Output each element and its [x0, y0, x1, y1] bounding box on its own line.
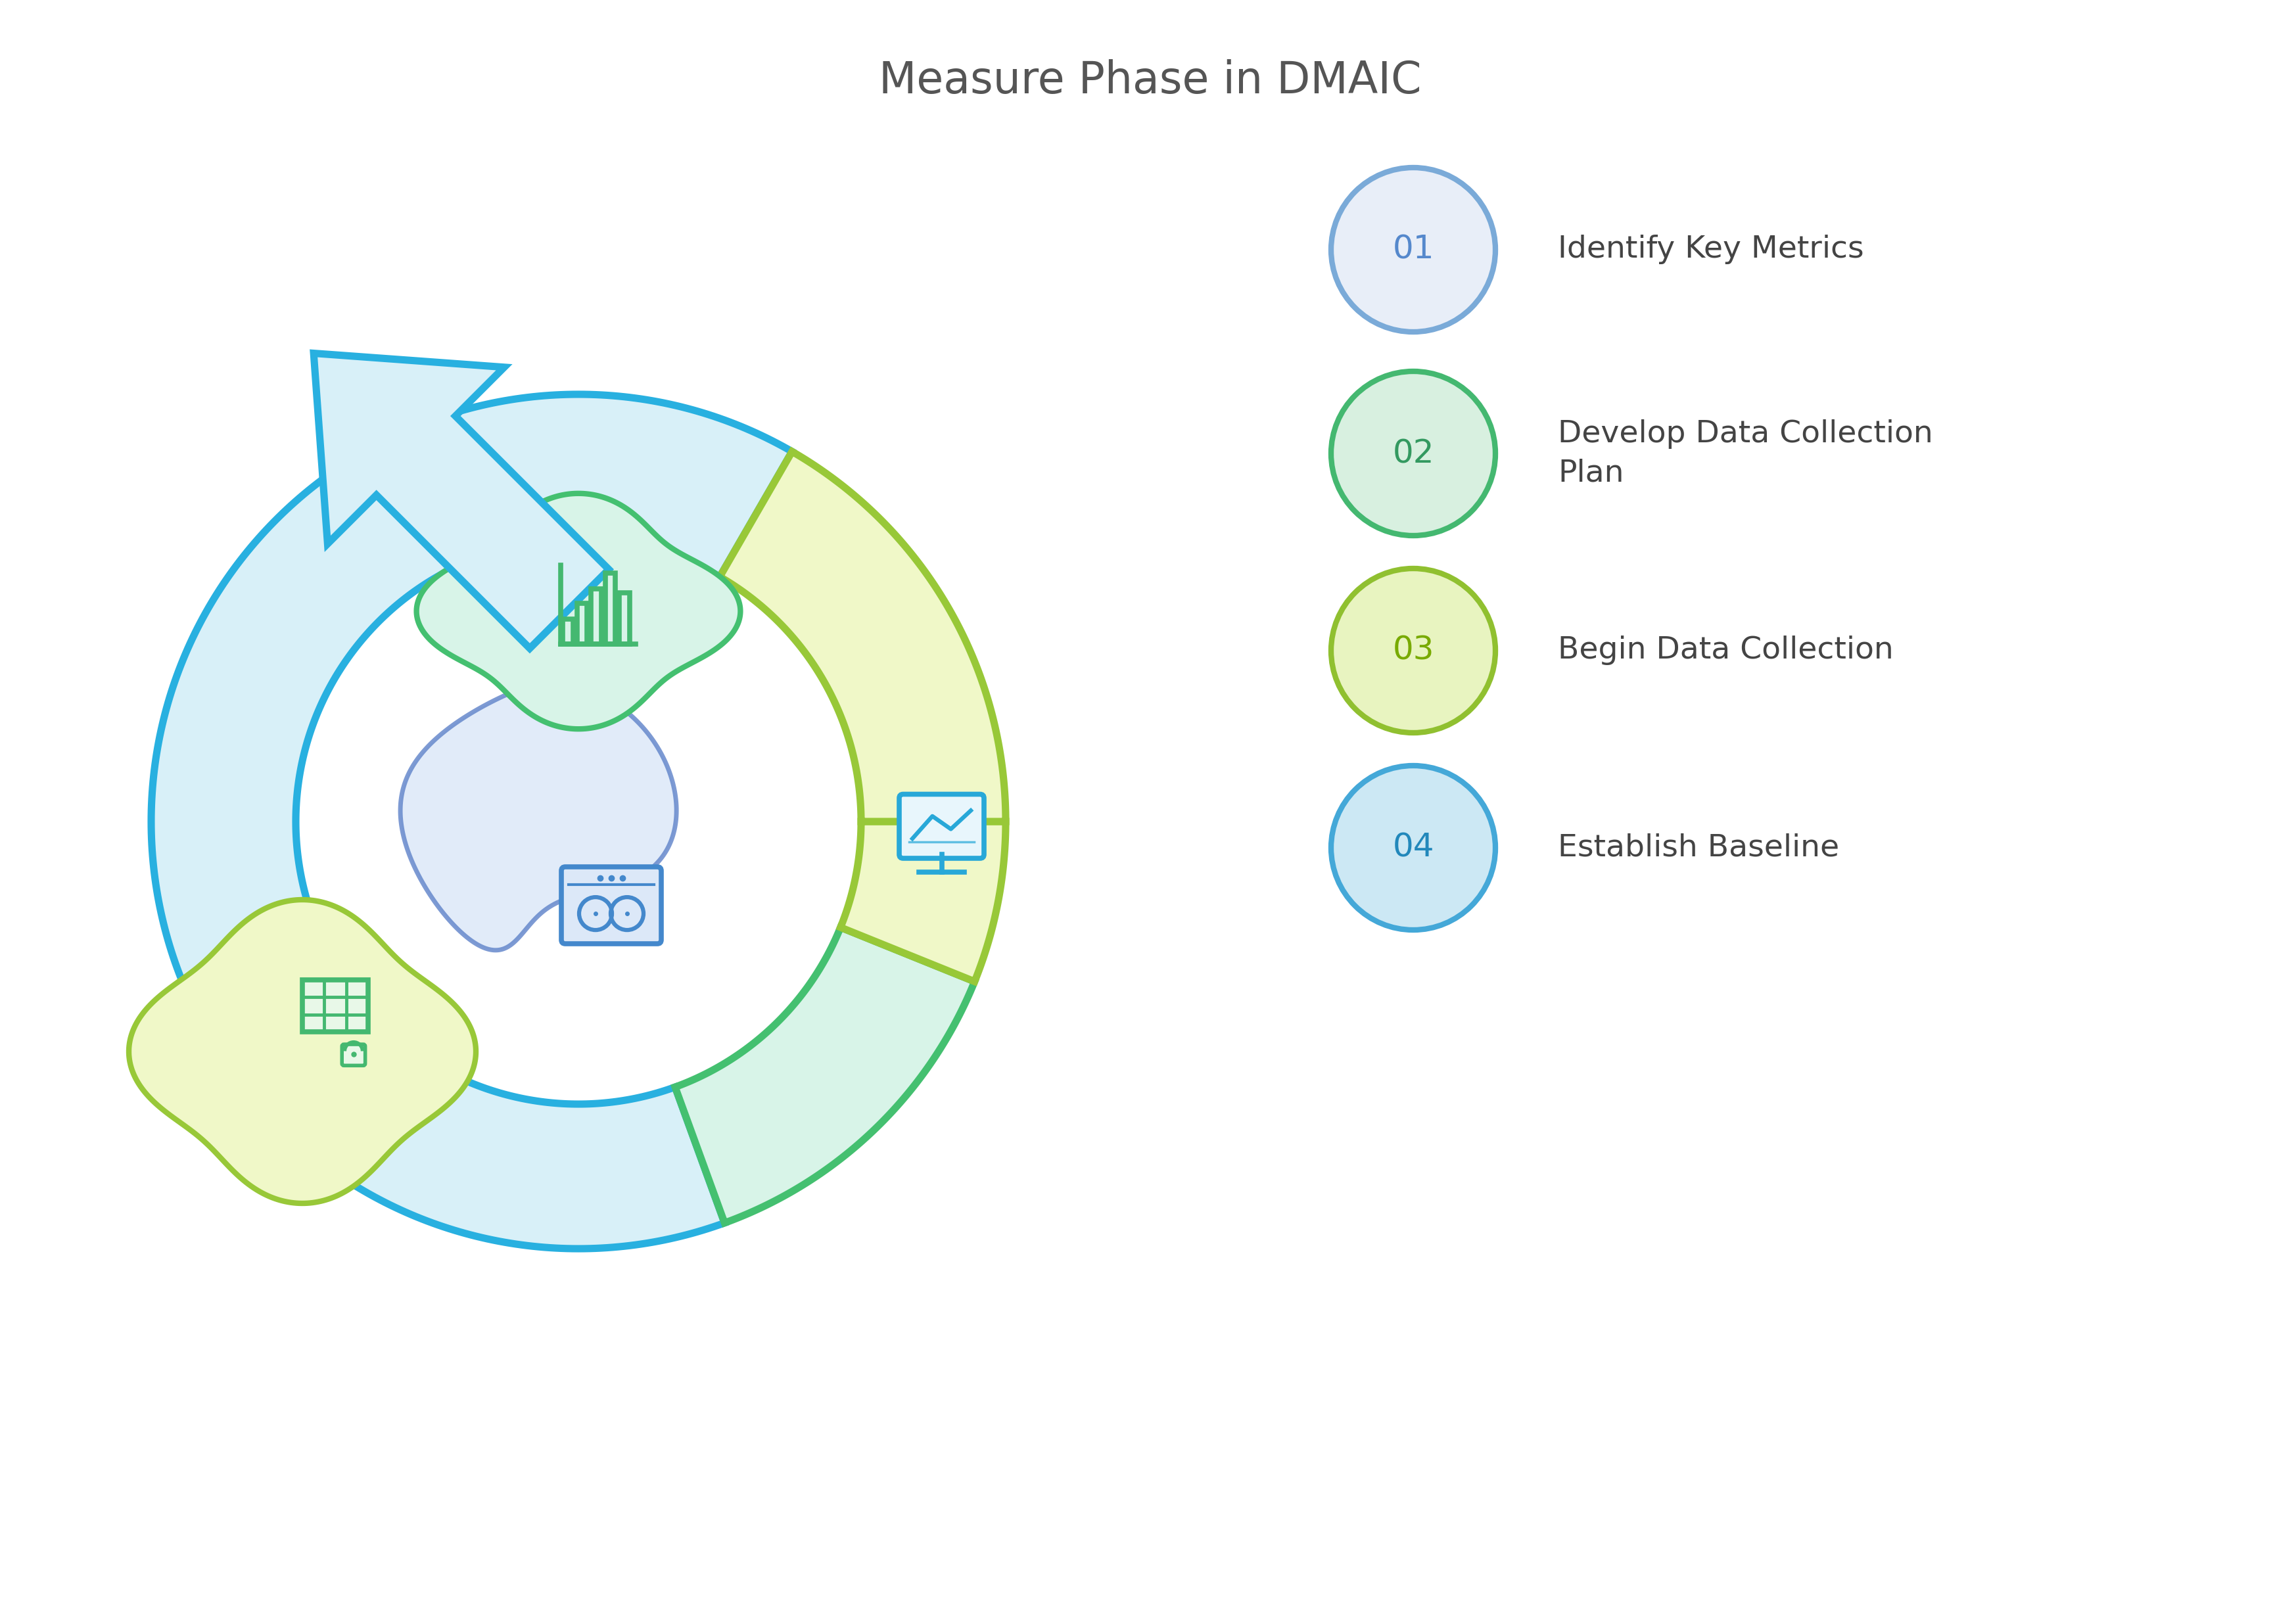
Polygon shape	[840, 821, 1006, 982]
Text: Measure Phase in DMAIC: Measure Phase in DMAIC	[879, 59, 1421, 102]
Polygon shape	[129, 899, 475, 1203]
Text: Develop Data Collection
Plan: Develop Data Collection Plan	[1557, 420, 1933, 487]
Polygon shape	[416, 493, 739, 728]
Bar	[590, 589, 602, 644]
Bar	[576, 604, 588, 644]
Text: Establish Baseline: Establish Baseline	[1557, 834, 1839, 862]
Polygon shape	[315, 353, 608, 648]
Bar	[606, 573, 615, 644]
Text: Identify Key Metrics: Identify Key Metrics	[1557, 235, 1864, 265]
Polygon shape	[400, 684, 677, 950]
Text: 02: 02	[1391, 438, 1435, 470]
Circle shape	[1332, 168, 1495, 332]
Bar	[620, 592, 629, 644]
Polygon shape	[675, 928, 974, 1223]
FancyBboxPatch shape	[342, 1044, 365, 1065]
Polygon shape	[719, 452, 1006, 821]
FancyBboxPatch shape	[900, 794, 985, 858]
Text: Begin Data Collection: Begin Data Collection	[1557, 636, 1894, 666]
Circle shape	[1332, 765, 1495, 929]
FancyBboxPatch shape	[560, 867, 661, 944]
Text: 04: 04	[1391, 832, 1435, 864]
Text: 03: 03	[1391, 636, 1435, 666]
Circle shape	[1332, 372, 1495, 535]
Polygon shape	[152, 394, 792, 1249]
Circle shape	[1332, 569, 1495, 733]
FancyBboxPatch shape	[303, 981, 367, 1032]
Text: 01: 01	[1391, 235, 1435, 265]
Bar	[563, 618, 574, 644]
